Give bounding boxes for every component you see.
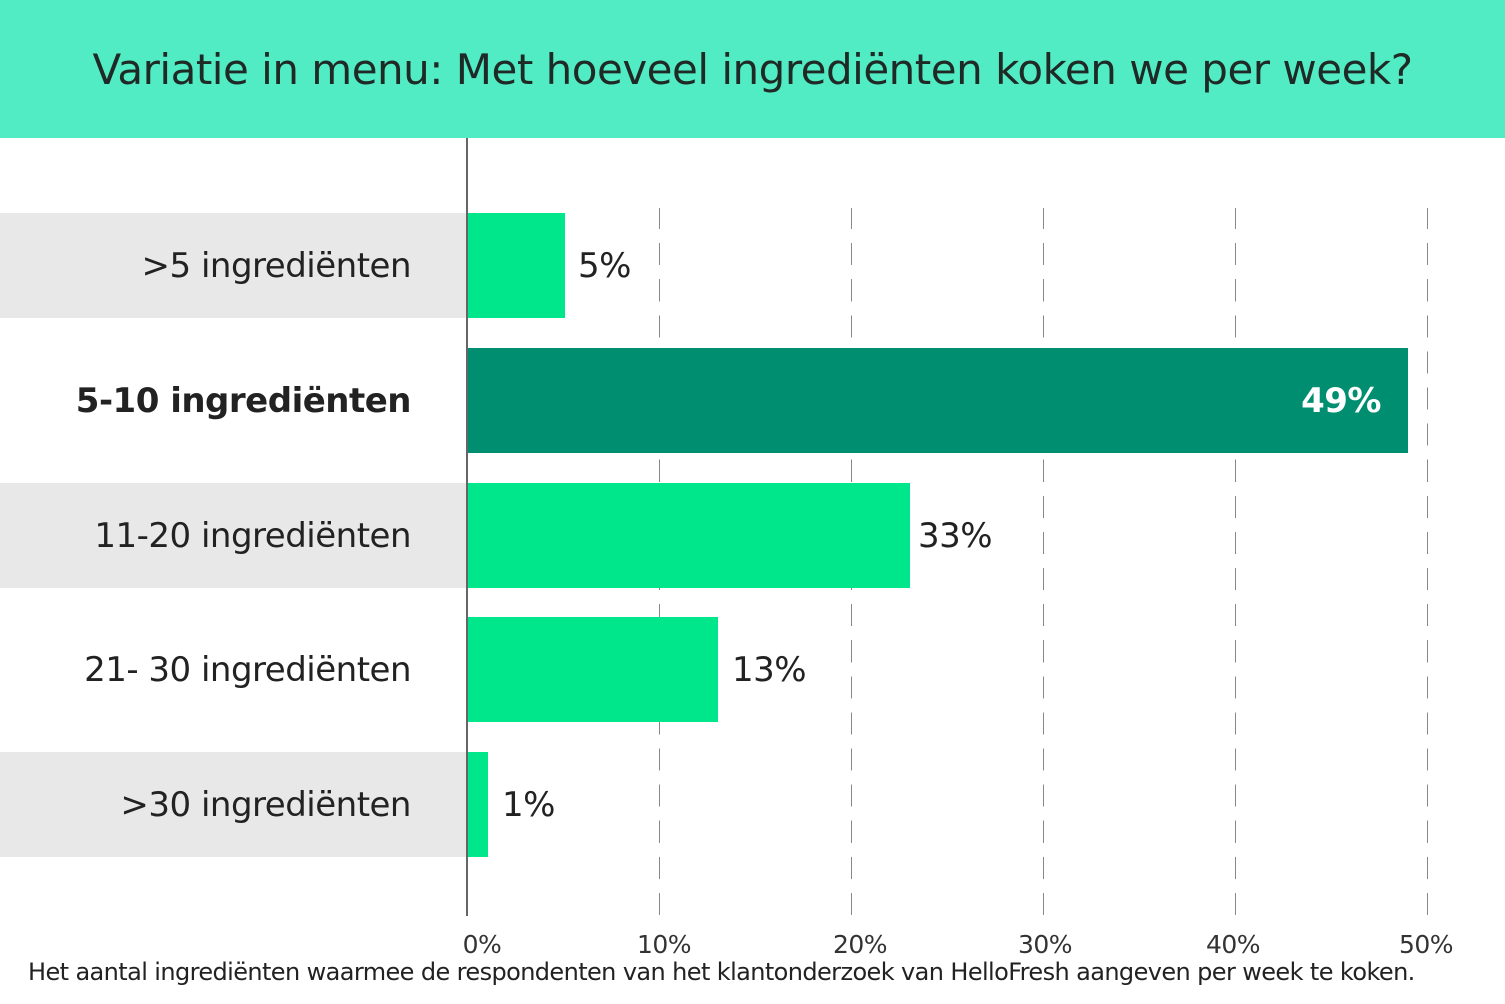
bar-row-5 xyxy=(467,752,488,857)
bar-row-1 xyxy=(467,213,565,318)
chart-caption: Het aantal ingrediënten waarmee de respo… xyxy=(28,958,1415,986)
bar-row-4 xyxy=(467,617,718,722)
x-tick-label: 0% xyxy=(462,930,502,959)
value-label: 13% xyxy=(732,649,807,690)
y-axis-line xyxy=(466,138,468,916)
value-label: 49% xyxy=(1301,380,1381,421)
category-label: 21- 30 ingrediënten xyxy=(84,649,411,690)
gridline-50 xyxy=(1427,208,1428,916)
category-label: 5-10 ingrediënten xyxy=(75,380,412,421)
category-label: >30 ingrediënten xyxy=(120,784,411,825)
value-label: 1% xyxy=(502,784,555,825)
row-band-1 xyxy=(0,213,467,318)
gridline-30 xyxy=(1043,208,1044,916)
x-tick-label: 30% xyxy=(1017,930,1073,959)
value-label: 5% xyxy=(578,245,631,286)
title-banner: Variatie in menu: Met hoeveel ingrediënt… xyxy=(0,0,1505,138)
bar-row-3 xyxy=(467,483,910,588)
x-tick-label: 40% xyxy=(1205,930,1261,959)
x-tick-label: 20% xyxy=(832,930,888,959)
row-band-3 xyxy=(0,483,467,588)
row-band-5 xyxy=(0,752,467,857)
category-label: 11-20 ingrediënten xyxy=(94,515,411,556)
plot-area: >5 ingrediënten 5% 5-10 ingrediënten 49%… xyxy=(0,138,1505,959)
x-tick-label: 10% xyxy=(636,930,692,959)
value-label: 33% xyxy=(918,515,993,556)
x-tick-label: 50% xyxy=(1398,930,1454,959)
bar-row-2 xyxy=(467,348,1408,453)
category-label: >5 ingrediënten xyxy=(141,245,412,286)
chart-title: Variatie in menu: Met hoeveel ingrediënt… xyxy=(92,44,1413,94)
gridline-40 xyxy=(1235,208,1236,916)
